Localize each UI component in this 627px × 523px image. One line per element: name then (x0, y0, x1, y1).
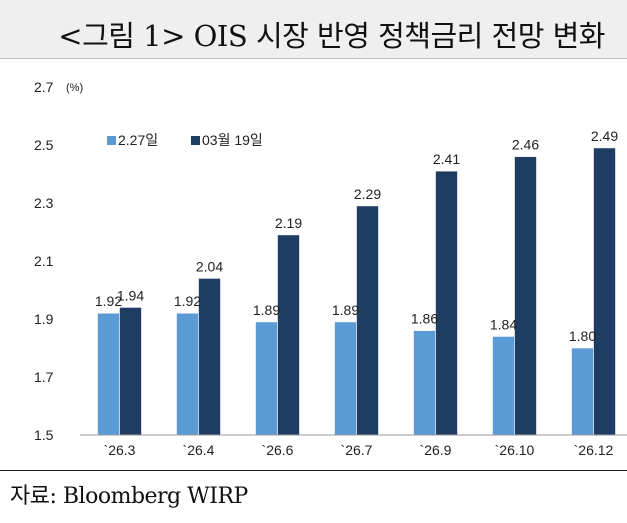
source-note: 자료: Bloomberg WIRP (10, 484, 248, 509)
data-label: 2.49 (591, 128, 618, 144)
bar (356, 205, 379, 436)
data-labels: 1.921.94 1.922.041.892.191.892.291.862.41… (95, 128, 618, 344)
x-tick-label: `26.6 (262, 442, 294, 458)
bar (198, 278, 221, 436)
bar (119, 307, 142, 436)
data-label: 1.84 (490, 316, 517, 332)
data-label: 2.19 (275, 215, 302, 231)
bar (97, 312, 120, 436)
y-tick-label: 2.7 (34, 79, 54, 95)
data-label: 2.41 (433, 151, 460, 167)
y-tick-label: 1.5 (34, 427, 54, 443)
y-tick-label: 1.7 (34, 369, 54, 385)
data-label: 1.92 (174, 293, 201, 309)
bar (571, 347, 594, 436)
data-label: 2.46 (512, 137, 539, 153)
data-label: 1.89 (332, 302, 359, 318)
data-label: 1.80 (569, 328, 596, 344)
y-tick-label: 2.3 (34, 195, 54, 211)
bar (334, 321, 357, 436)
data-label: 1.92 (95, 293, 122, 309)
x-tick-label: `26.12 (574, 442, 614, 458)
data-label: 1.94 (117, 287, 144, 303)
x-tick-label: `26.4 (183, 442, 215, 458)
title-bar: <그림 1> OIS 시장 반영 정책금리 전망 변화 (0, 0, 627, 59)
legend-swatch (191, 136, 200, 145)
y-tick-label: 2.5 (34, 137, 54, 153)
data-label: 2.04 (196, 258, 223, 274)
y-tick-label: 2.1 (34, 253, 54, 269)
bar (255, 321, 278, 436)
data-label: 1.86 (411, 311, 438, 327)
legend-label: 2.27일 (118, 132, 158, 148)
y-axis: 1.5 1.7 1.9 2.1 2.3 2.5 2.7 (%) (34, 79, 83, 443)
data-label: 2.29 (354, 186, 381, 202)
bar (435, 170, 458, 436)
bar (176, 312, 199, 436)
y-tick-label: 1.9 (34, 311, 54, 327)
x-tick-label: `26.10 (495, 442, 535, 458)
y-unit-label: (%) (66, 82, 83, 94)
footer-divider (0, 470, 627, 471)
bar-chart: 1.5 1.7 1.9 2.1 2.3 2.5 2.7 (%) 2.27일 03월 19일 1.… (34, 79, 627, 458)
chart-title: <그림 1> OIS 시장 반영 정책금리 전망 변화 (58, 19, 605, 53)
x-tick-label: `26.7 (341, 442, 373, 458)
bars (97, 147, 616, 436)
bar (413, 330, 436, 436)
bar (277, 234, 300, 436)
data-label: 1.89 (253, 302, 280, 318)
x-axis: `26.3 `26.4 `26.6 `26.7 `26.9 `26.10 `26.12 (104, 442, 614, 458)
legend-label: 03월 19일 (202, 132, 263, 148)
bar (492, 336, 515, 436)
bar (593, 147, 616, 436)
x-tick-label: `26.9 (420, 442, 452, 458)
legend: 2.27일 03월 19일 (107, 132, 263, 148)
bar (514, 156, 537, 436)
x-tick-label: `26.3 (104, 442, 136, 458)
legend-swatch (107, 136, 116, 145)
